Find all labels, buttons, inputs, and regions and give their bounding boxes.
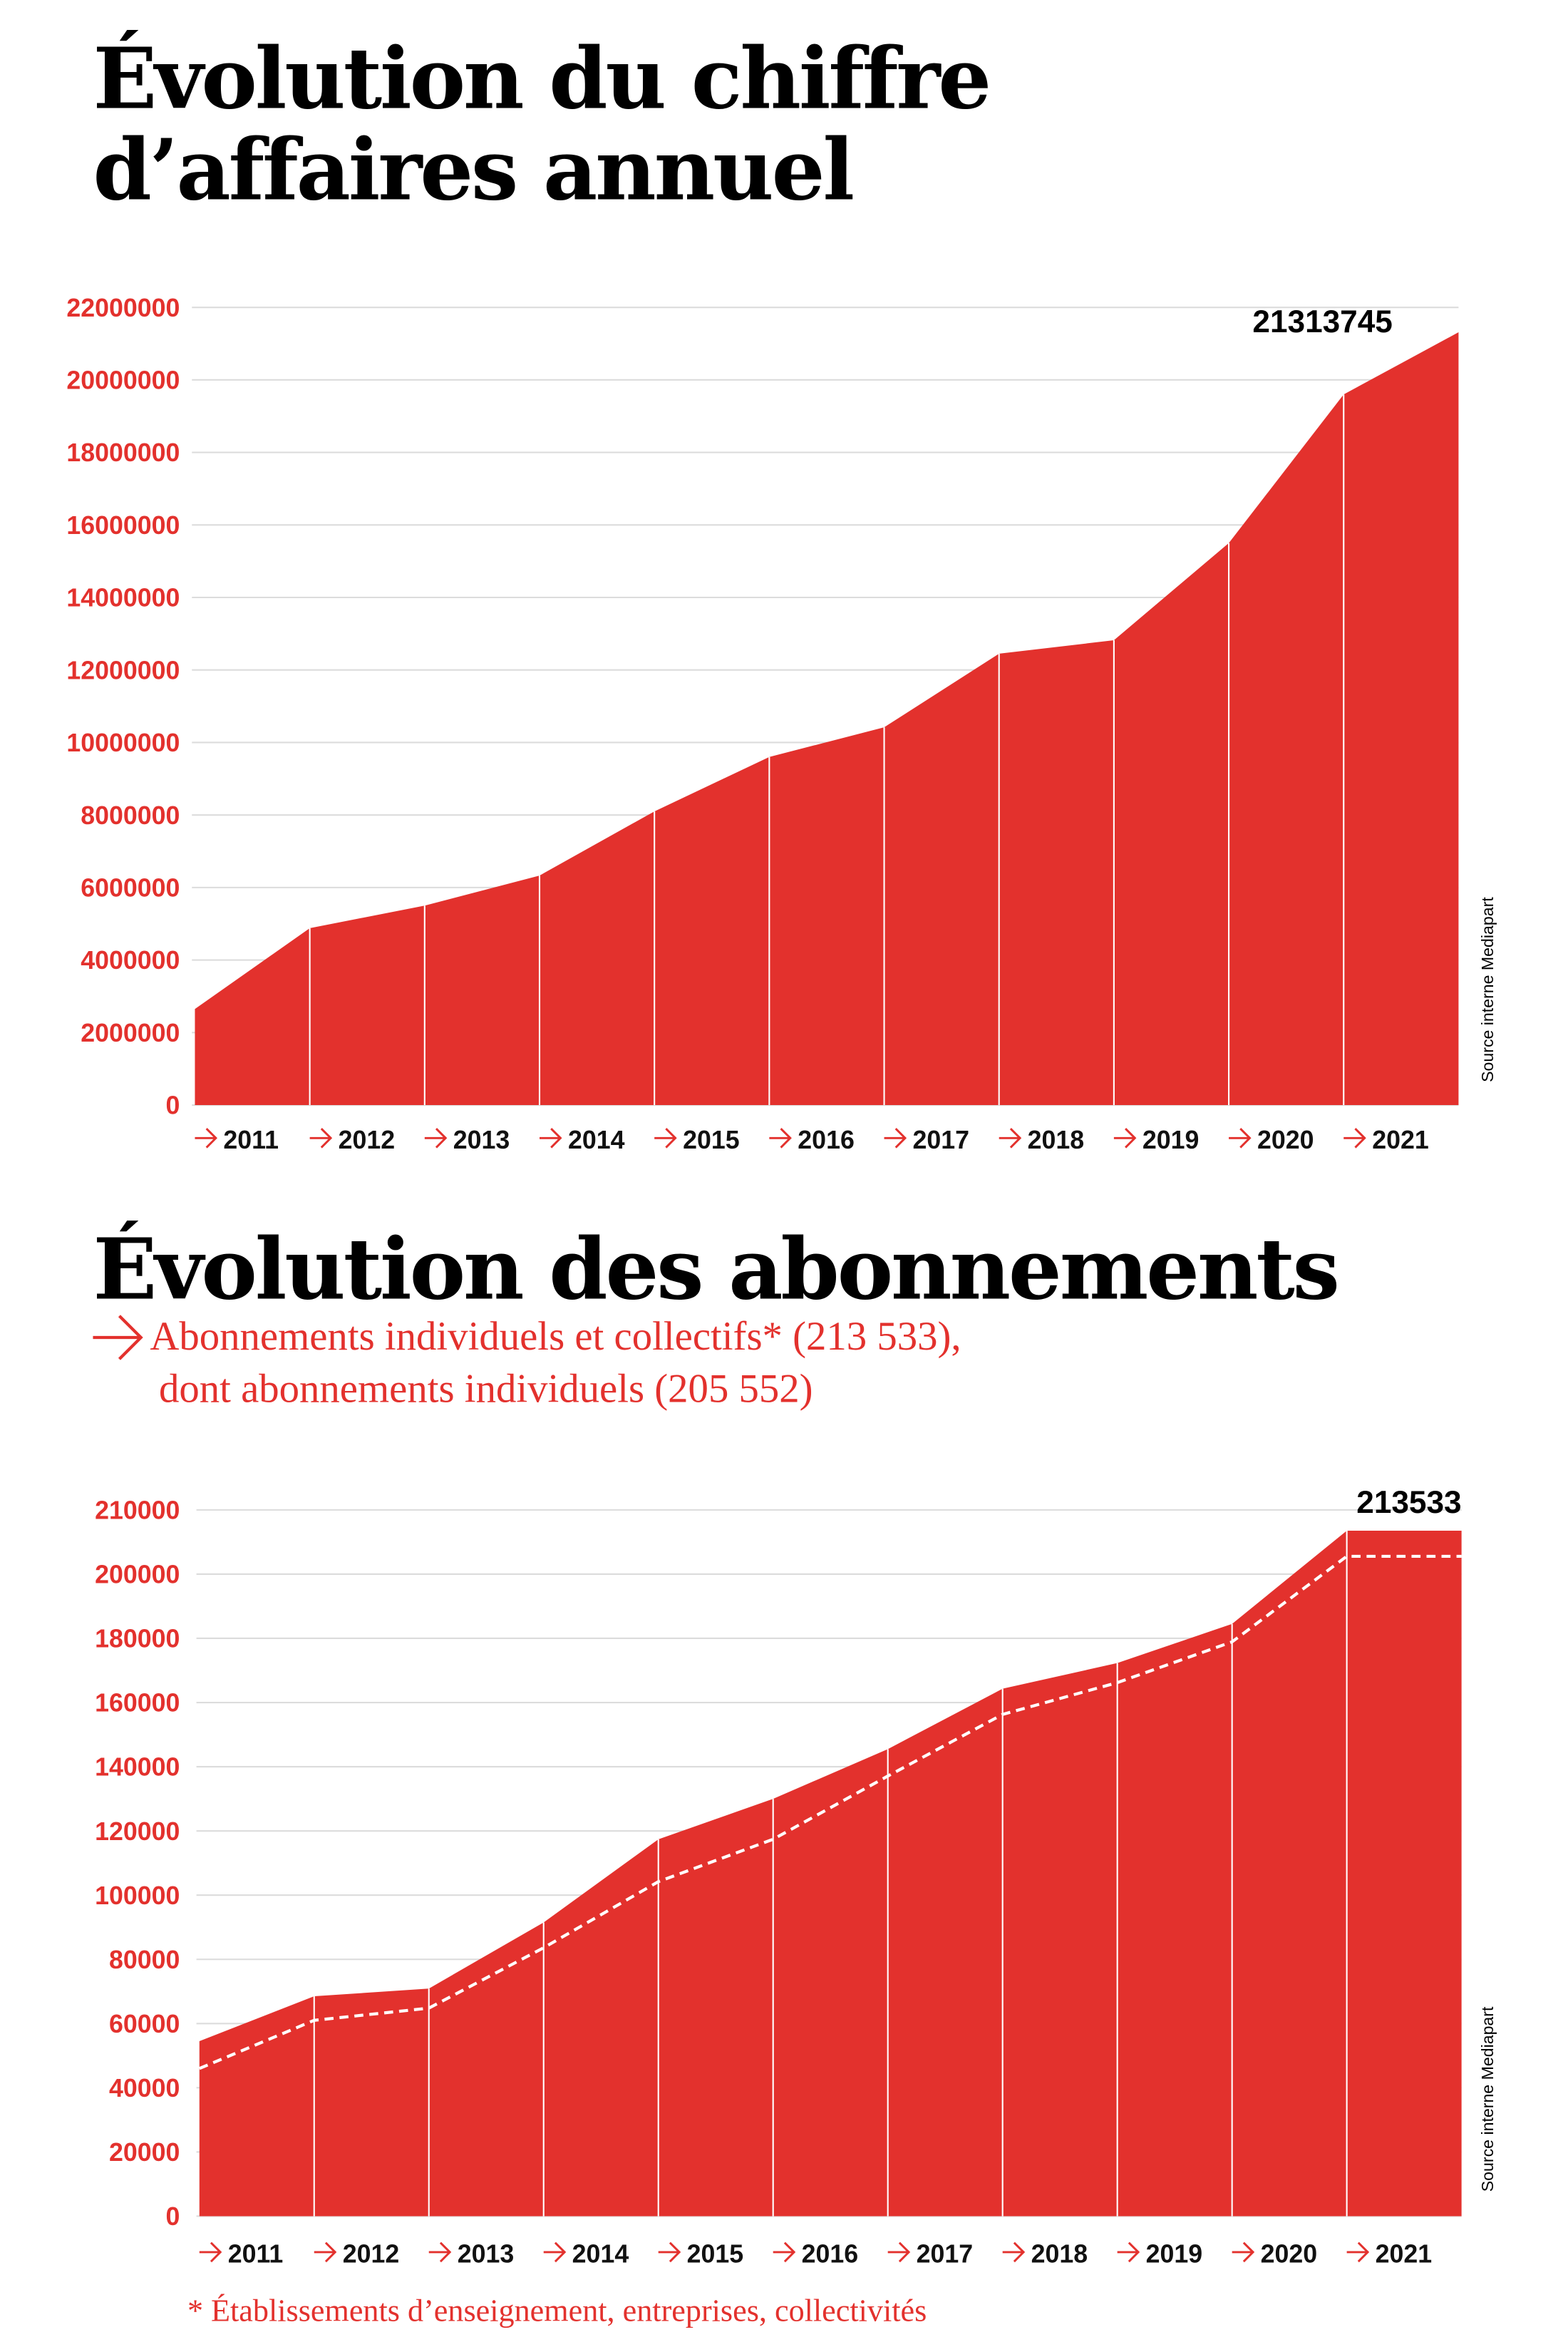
arrow-icon xyxy=(309,1127,333,1149)
y-tick-label: 14000000 xyxy=(66,584,180,612)
chart-subtitle: Abonnements individuels et collectifs* (… xyxy=(150,1314,961,1359)
x-tick-label: 2013 xyxy=(458,2240,515,2269)
y-tick-label: 4000000 xyxy=(81,946,180,975)
x-tick-label: 2020 xyxy=(1261,2240,1318,2269)
arrow-icon xyxy=(1346,2241,1370,2263)
y-tick-label: 0 xyxy=(166,2202,180,2231)
y-tick-label: 120000 xyxy=(95,1817,180,1846)
footnote: * Établissements d’enseignement, entrepr… xyxy=(187,2294,927,2328)
x-tick-label: 2011 xyxy=(223,1126,279,1154)
arrow-icon xyxy=(424,1127,448,1149)
arrow-icon xyxy=(654,1127,677,1149)
x-tick-label: 2020 xyxy=(1257,1126,1314,1154)
arrow-icon xyxy=(1117,2241,1140,2263)
arrow-icon xyxy=(543,2241,567,2263)
arrow-icon xyxy=(999,1127,1022,1149)
arrow-icon xyxy=(1002,2241,1026,2263)
y-tick-label: 2000000 xyxy=(81,1019,180,1047)
arrow-icon xyxy=(884,1127,907,1149)
y-tick-label: 140000 xyxy=(95,1753,180,1782)
x-tick-label: 2017 xyxy=(912,1126,969,1154)
y-tick-label: 10000000 xyxy=(66,729,180,757)
x-tick-label: 2018 xyxy=(1031,2240,1088,2269)
value-label: 213533 xyxy=(1356,1485,1461,1520)
x-tick-label: 2019 xyxy=(1143,1126,1200,1154)
chart-title: Évolution du chiffre xyxy=(93,29,989,128)
arrow-icon xyxy=(195,1127,217,1149)
y-tick-label: 210000 xyxy=(95,1496,180,1524)
y-tick-label: 6000000 xyxy=(81,873,180,902)
chart-title: d’affaires annuel xyxy=(93,120,852,220)
x-tick-label: 2012 xyxy=(343,2240,400,2269)
line xyxy=(198,1554,1462,2070)
arrow-icon xyxy=(539,1127,562,1149)
y-tick-label: 8000000 xyxy=(81,801,180,830)
x-tick-label: 2017 xyxy=(917,2240,974,2269)
arrow-icon xyxy=(887,2241,911,2263)
chart-title: Évolution des abonnements xyxy=(93,1219,1337,1318)
x-tick-label: 2016 xyxy=(798,1126,855,1154)
y-tick-label: 180000 xyxy=(95,1625,180,1653)
y-tick-label: 20000000 xyxy=(66,366,180,394)
y-tick-label: 60000 xyxy=(109,2010,180,2038)
x-tick-label: 2016 xyxy=(802,2240,859,2269)
arrow-icon xyxy=(1229,1127,1252,1149)
y-tick-label: 18000000 xyxy=(66,438,180,467)
x-tick-label: 2015 xyxy=(683,1126,740,1154)
y-tick-label: 12000000 xyxy=(66,656,180,684)
y-tick-label: 20000 xyxy=(109,2138,180,2167)
x-tick-label: 2013 xyxy=(453,1126,510,1154)
arrow-icon xyxy=(428,2241,452,2263)
area xyxy=(195,332,1459,1106)
arrow-icon xyxy=(93,1315,143,1360)
y-tick-label: 40000 xyxy=(109,2074,180,2102)
x-tick-label: 2011 xyxy=(228,2240,284,2269)
y-tick-label: 160000 xyxy=(95,1689,180,1717)
arrow-icon xyxy=(314,2241,337,2263)
x-tick-label: 2014 xyxy=(572,2240,629,2269)
source-note: Source interne Mediapart xyxy=(1478,897,1497,1082)
y-tick-label: 16000000 xyxy=(66,511,180,540)
arrow-icon xyxy=(769,1127,792,1149)
source-note: Source interne Mediapart xyxy=(1478,2006,1497,2192)
x-tick-label: 2021 xyxy=(1376,2240,1433,2269)
arrow-icon xyxy=(1113,1127,1137,1149)
chart-subtitle: dont abonnements individuels (205 552) xyxy=(159,1366,813,1411)
x-tick-label: 2014 xyxy=(568,1126,625,1154)
x-tick-label: 2019 xyxy=(1146,2240,1203,2269)
x-tick-label: 2018 xyxy=(1028,1126,1085,1154)
y-tick-label: 80000 xyxy=(109,1946,180,1974)
arrow-icon xyxy=(1343,1127,1366,1149)
y-tick-label: 200000 xyxy=(95,1561,180,1589)
arrow-icon xyxy=(658,2241,681,2263)
value-label: 21313745 xyxy=(1252,304,1392,339)
arrow-icon xyxy=(773,2241,796,2263)
y-tick-label: 0 xyxy=(166,1092,180,1120)
x-tick-label: 2021 xyxy=(1372,1126,1429,1154)
x-tick-label: 2012 xyxy=(339,1126,396,1154)
arrow-icon xyxy=(1232,2241,1255,2263)
x-tick-label: 2015 xyxy=(687,2240,744,2269)
y-tick-label: 22000000 xyxy=(66,294,180,322)
y-tick-label: 100000 xyxy=(95,1881,180,1910)
area xyxy=(199,1530,1462,2217)
arrow-icon xyxy=(199,2241,222,2263)
